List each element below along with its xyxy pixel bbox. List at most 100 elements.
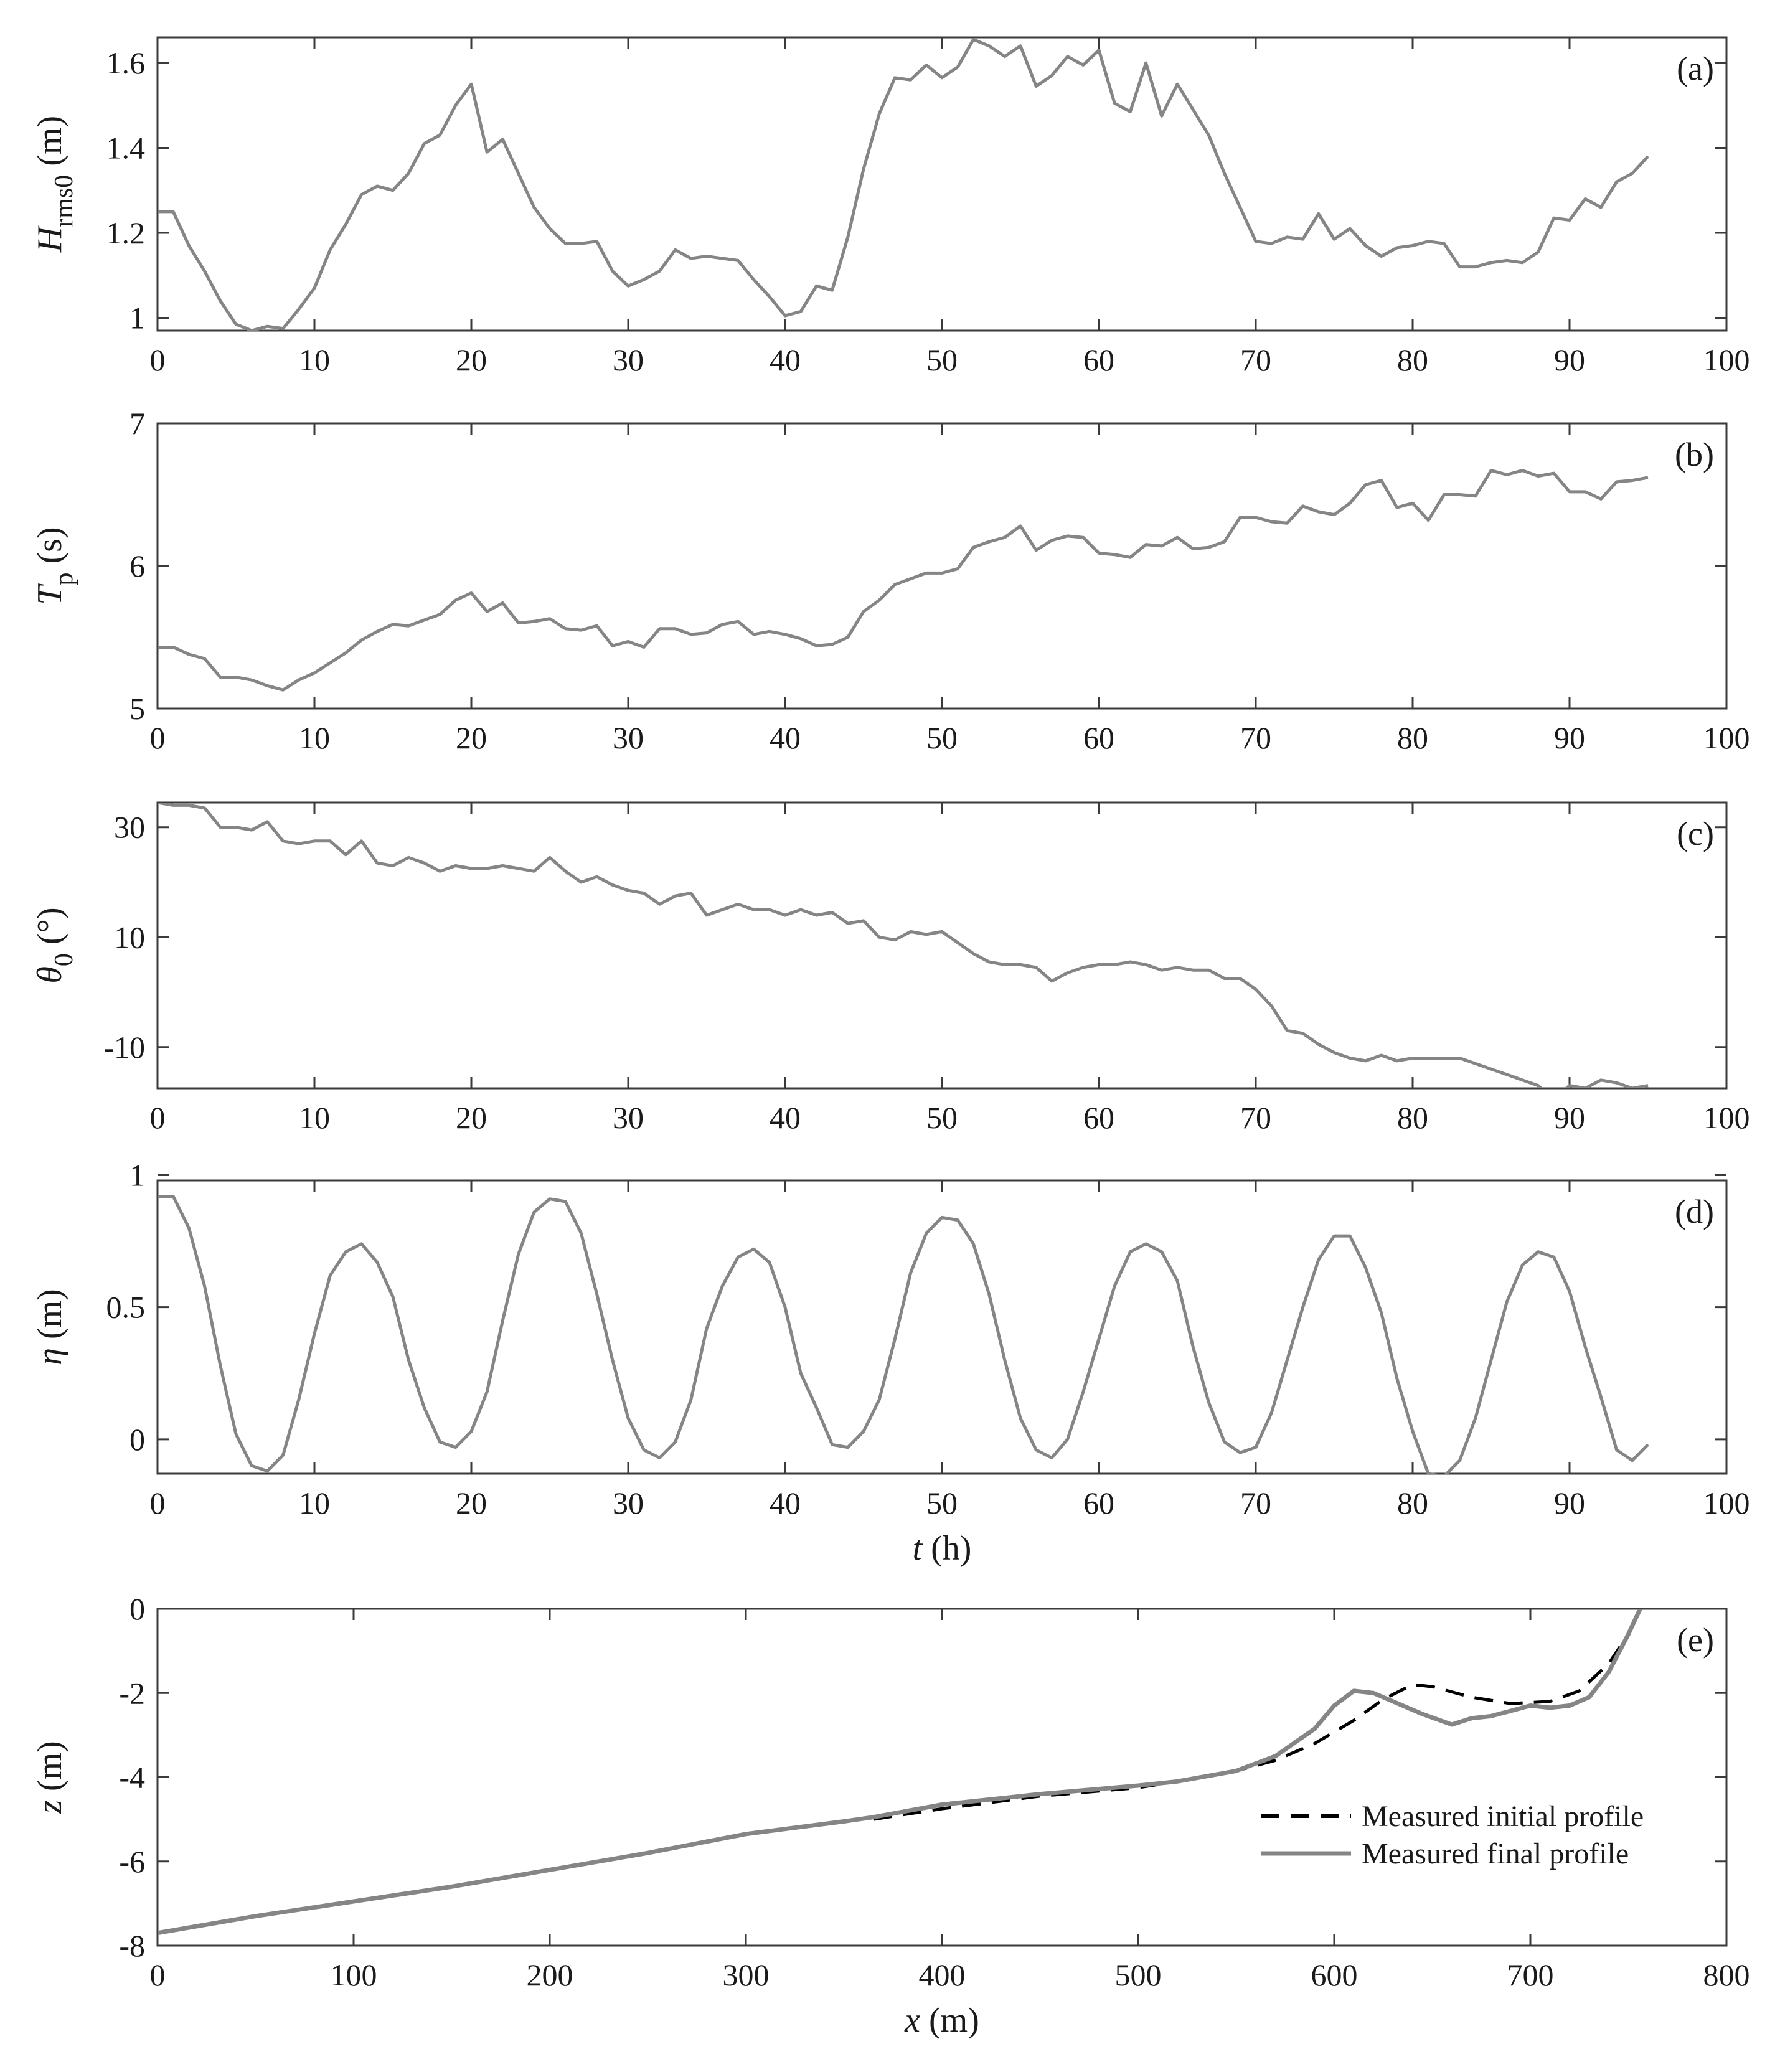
- y-tick-label: 1: [129, 301, 145, 336]
- legend-label-final: Measured final profile: [1362, 1837, 1629, 1870]
- plot-frame: [156, 422, 1728, 710]
- x-axis-symbol: t: [913, 1529, 923, 1568]
- y-tick-label: -6: [119, 1844, 145, 1879]
- x-tick-label: 10: [299, 720, 330, 755]
- y-axis-label: θ0 (°): [31, 907, 78, 983]
- y-axis-label: η (m): [31, 1289, 69, 1365]
- y-axis-unit: (s): [31, 527, 69, 572]
- panel-bed-profile: 0 100 200 300 400 500 600 700 800 -8 -6 -4 -2 0 (e) z (…: [31, 1591, 1750, 2040]
- y-axis-symbol: T: [31, 583, 69, 605]
- x-tick-label: 20: [456, 1486, 487, 1520]
- x-tick-label: 50: [926, 1486, 958, 1520]
- x-tick-label: 90: [1554, 1486, 1585, 1520]
- x-tick-label: 60: [1083, 720, 1114, 755]
- x-tick-label: 100: [1703, 1100, 1750, 1135]
- y-axis-subscript: rms0: [50, 175, 78, 227]
- panel-wave-height: 0 10 20 30 40 50 60 70 80 90 100 1 1.2 1.4 1.6 (a) Hrms0…: [31, 36, 1750, 377]
- panel-water-level: 0 10 20 30 40 50 60 70 80 90 100 0 0.5 1 (d) η (m) t (h): [31, 1158, 1750, 1568]
- y-axis-symbol: z: [31, 1800, 69, 1814]
- x-tick-label: 70: [1240, 1100, 1271, 1135]
- x-tick-label: 30: [613, 720, 644, 755]
- panel-label: (d): [1675, 1193, 1714, 1230]
- final-profile-line: [158, 1609, 1642, 1936]
- y-axis-unit: (m): [31, 116, 69, 175]
- x-tick-label: 60: [1083, 1486, 1114, 1520]
- x-axis-unit: (h): [922, 1529, 971, 1568]
- x-axis-label: t (h): [913, 1529, 972, 1568]
- y-tick-label: 1.4: [106, 130, 146, 165]
- panel-label: (e): [1677, 1621, 1714, 1659]
- x-tick-label: 300: [723, 1957, 770, 1992]
- plot-frame: [156, 36, 1728, 332]
- y-axis-unit: (m): [31, 1289, 69, 1348]
- x-axis-unit: (m): [920, 2001, 979, 2040]
- y-axis-subscript: p: [50, 572, 78, 585]
- y-tick-label: 1.2: [106, 215, 146, 250]
- x-tick-label: 100: [1703, 342, 1750, 377]
- x-tick-label: 50: [926, 342, 958, 377]
- x-tick-label: 80: [1397, 1100, 1428, 1135]
- x-tick-label: 60: [1083, 1100, 1114, 1135]
- x-tick-label: 20: [456, 342, 487, 377]
- x-tick-label: 60: [1083, 342, 1114, 377]
- x-tick-label: 600: [1311, 1957, 1358, 1992]
- x-tick-label: 200: [527, 1957, 573, 1992]
- x-tick-label: 0: [150, 1486, 166, 1520]
- y-axis-label: z (m): [31, 1741, 69, 1814]
- x-tick-label: 80: [1397, 720, 1428, 755]
- y-tick-label: -8: [119, 1928, 145, 1963]
- x-axis-label: x (m): [904, 2001, 979, 2040]
- x-tick-label: 0: [150, 342, 166, 377]
- y-tick-label: -2: [119, 1675, 145, 1710]
- x-tick-label: 20: [456, 720, 487, 755]
- legend: Measured initial profile Measured final p…: [1261, 1800, 1644, 1870]
- initial-profile-line: [873, 1609, 1642, 1821]
- y-axis-symbol: η: [31, 1348, 69, 1365]
- y-axis-unit: (m): [31, 1741, 69, 1800]
- y-tick-label: 0: [129, 1422, 145, 1457]
- x-tick-label: 40: [770, 342, 801, 377]
- plot-frame: [156, 1179, 1728, 1475]
- x-tick-label: 30: [613, 1100, 644, 1135]
- x-tick-label: 500: [1115, 1957, 1162, 1992]
- x-tick-label: 20: [456, 1100, 487, 1135]
- y-axis-symbol: H: [31, 225, 69, 253]
- y-tick-label: 6: [129, 549, 145, 583]
- x-tick-label: 70: [1240, 1486, 1271, 1520]
- x-tick-label: 30: [613, 342, 644, 377]
- y-axis-unit: (°): [31, 907, 69, 953]
- x-tick-label: 40: [770, 1486, 801, 1520]
- panel-label: (b): [1675, 436, 1714, 473]
- y-tick-label: 1: [129, 1158, 145, 1193]
- x-tick-label: 40: [770, 1100, 801, 1135]
- y-axis-label: Tp (s): [31, 527, 78, 605]
- x-tick-label: 0: [150, 1100, 166, 1135]
- plot-frame: [156, 801, 1728, 1090]
- legend-label-initial: Measured initial profile: [1362, 1800, 1644, 1833]
- x-tick-label: 100: [1703, 1486, 1750, 1520]
- x-tick-label: 70: [1240, 720, 1271, 755]
- x-tick-label: 30: [613, 1486, 644, 1520]
- x-tick-label: 0: [150, 1957, 166, 1992]
- series-line: [158, 1195, 1649, 1474]
- panel-wave-period: 0 10 20 30 40 50 60 70 80 90 100 5 6 7 (b) Tp (s): [31, 406, 1750, 755]
- x-tick-label: 90: [1554, 720, 1585, 755]
- x-tick-label: 80: [1397, 342, 1428, 377]
- series-line: [158, 37, 1649, 331]
- x-axis-symbol: x: [904, 2001, 920, 2040]
- x-tick-label: 90: [1554, 342, 1585, 377]
- y-axis-symbol: θ: [31, 966, 69, 984]
- x-tick-label: 50: [926, 1100, 958, 1135]
- series-line: [158, 469, 1649, 692]
- x-tick-label: 10: [299, 1100, 330, 1135]
- y-tick-label: 0: [129, 1591, 145, 1626]
- y-tick-label: 5: [129, 691, 145, 726]
- x-tick-label: 0: [150, 720, 166, 755]
- y-tick-label: 30: [114, 810, 145, 845]
- y-tick-label: 0.5: [106, 1290, 146, 1325]
- series-line: [158, 803, 1649, 1088]
- x-tick-label: 40: [770, 720, 801, 755]
- y-tick-label: -10: [103, 1030, 145, 1065]
- y-axis-subscript: 0: [50, 953, 78, 966]
